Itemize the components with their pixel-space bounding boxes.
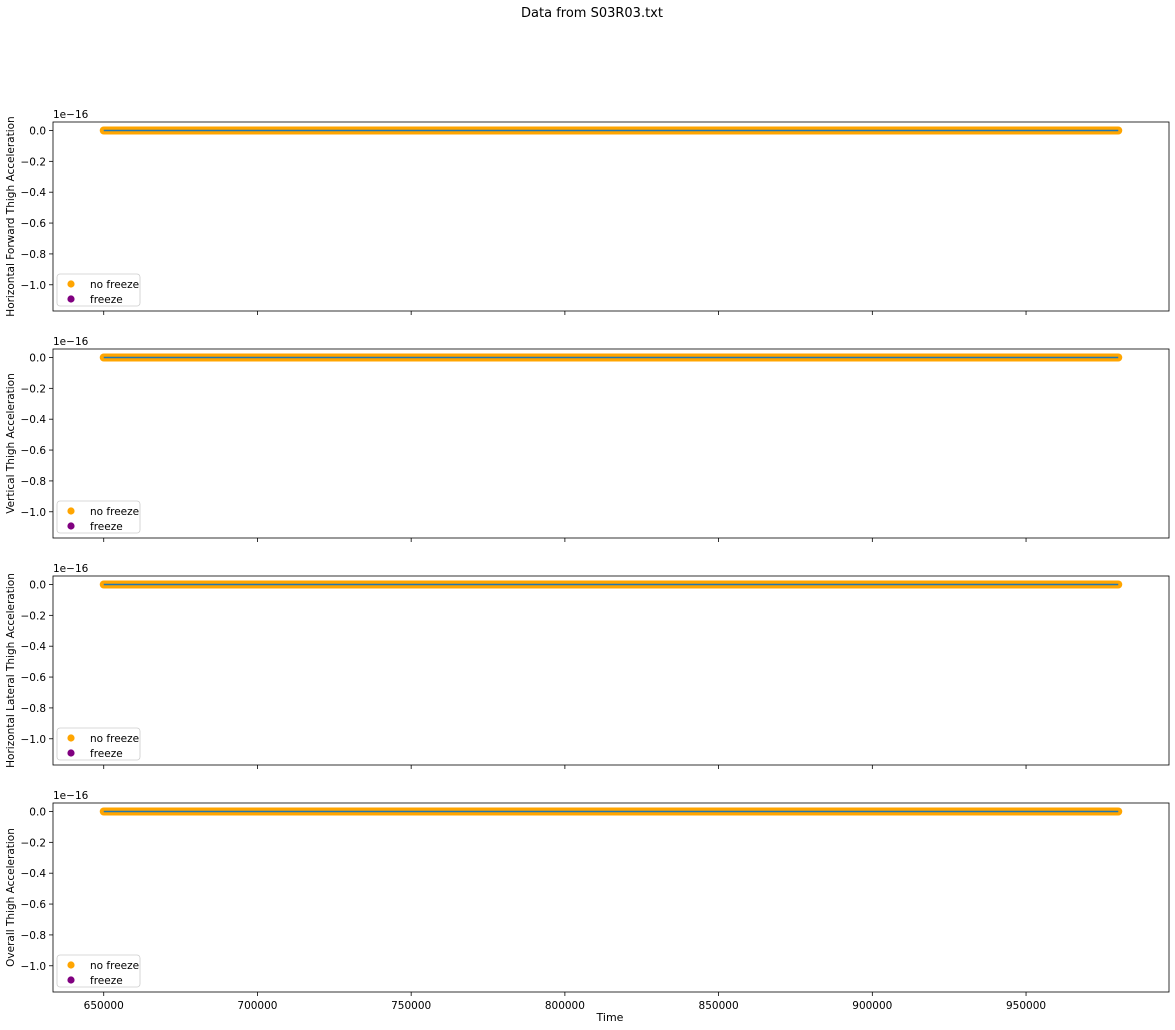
y-tick-label: −0.6 <box>21 445 47 457</box>
y-offset-label: 1e−16 <box>53 336 89 348</box>
legend-label: no freeze <box>90 733 139 745</box>
legend-label: freeze <box>90 748 123 760</box>
y-tick-label: −0.6 <box>21 218 47 230</box>
y-tick-label: −0.2 <box>21 610 47 622</box>
legend: no freeze freeze <box>56 727 141 761</box>
legend-box <box>56 954 141 988</box>
x-tick-label: 900000 <box>852 1000 892 1012</box>
subplot-3: 0.0 −0.2 −0.4 −0.6 −0.8 −1.0 1e−16 Horizontal L… <box>5 563 1170 769</box>
y-tick-label: −0.6 <box>21 672 47 684</box>
subplot-grid: 0.0 −0.2 −0.4 −0.6 −0.8 −1.0 1e−16 Horizontal F… <box>5 109 1170 1012</box>
legend-marker <box>67 734 75 742</box>
y-tick-label: 0.0 <box>29 579 46 591</box>
legend-marker <box>67 976 75 984</box>
legend-label: freeze <box>90 975 123 987</box>
legend-marker <box>67 749 75 757</box>
axes-frame <box>52 575 1170 766</box>
legend-marker <box>67 522 75 530</box>
x-axis-label: Time <box>596 1011 624 1024</box>
x-tick-label: 700000 <box>237 1000 277 1012</box>
subplot-1: 0.0 −0.2 −0.4 −0.6 −0.8 −1.0 1e−16 Horizontal F… <box>5 109 1170 317</box>
axes-frame <box>52 121 1170 312</box>
y-tick-label: −0.8 <box>21 703 47 715</box>
legend-marker <box>67 507 75 515</box>
subplot-2: 0.0 −0.2 −0.4 −0.6 −0.8 −1.0 1e−16 Vertical Thi… <box>5 336 1170 542</box>
legend-label: no freeze <box>90 506 139 518</box>
y-offset-label: 1e−16 <box>53 563 89 575</box>
x-tick-label: 750000 <box>391 1000 431 1012</box>
axes-frame <box>52 802 1170 993</box>
legend-box <box>56 273 141 307</box>
y-offset-label: 1e−16 <box>53 790 89 802</box>
x-tick-label: 950000 <box>1006 1000 1046 1012</box>
y-tick-label: 0.0 <box>29 806 46 818</box>
legend-label: freeze <box>90 294 123 306</box>
y-axis-label: Horizontal Forward Thigh Acceleration <box>5 116 17 316</box>
y-tick-label: −0.4 <box>21 414 47 426</box>
legend-marker <box>67 280 75 288</box>
y-tick-label: −1.0 <box>21 280 47 292</box>
y-tick-label: −0.8 <box>21 249 47 261</box>
y-tick-label: −0.4 <box>21 641 47 653</box>
y-tick-label: 0.0 <box>29 125 46 137</box>
legend-label: freeze <box>90 521 123 533</box>
subplot-4: 0.0 −0.2 −0.4 −0.6 −0.8 −1.0 1e−16 650000 700000… <box>5 790 1170 1012</box>
legend-marker <box>67 961 75 969</box>
legend: no freeze freeze <box>56 500 141 534</box>
x-tick-label: 850000 <box>699 1000 739 1012</box>
y-tick-label: −0.6 <box>21 899 47 911</box>
legend: no freeze freeze <box>56 273 141 307</box>
y-tick-label: −1.0 <box>21 961 47 973</box>
y-axis-label: Horizontal Lateral Thigh Acceleration <box>5 573 17 768</box>
y-tick-label: 0.0 <box>29 352 46 364</box>
x-tick-label: 800000 <box>545 1000 585 1012</box>
y-tick-label: −0.8 <box>21 476 47 488</box>
y-tick-label: −0.2 <box>21 383 47 395</box>
y-tick-label: −0.2 <box>21 156 47 168</box>
y-tick-label: −0.8 <box>21 930 47 942</box>
figure-title: Data from S03R03.txt <box>521 6 663 21</box>
y-axis-label: Overall Thigh Acceleration <box>5 828 17 967</box>
x-tick-label: 650000 <box>84 1000 124 1012</box>
axes-frame <box>52 348 1170 539</box>
legend-label: no freeze <box>90 279 139 291</box>
y-tick-label: −1.0 <box>21 507 47 519</box>
y-axis-label: Vertical Thigh Acceleration <box>5 373 17 514</box>
legend-marker <box>67 295 75 303</box>
legend: no freeze freeze <box>56 954 141 988</box>
legend-box <box>56 727 141 761</box>
y-offset-label: 1e−16 <box>53 109 89 121</box>
legend-label: no freeze <box>90 960 139 972</box>
y-tick-label: −1.0 <box>21 734 47 746</box>
legend-box <box>56 500 141 534</box>
y-tick-label: −0.4 <box>21 187 47 199</box>
y-tick-label: −0.4 <box>21 868 47 880</box>
y-tick-label: −0.2 <box>21 837 47 849</box>
